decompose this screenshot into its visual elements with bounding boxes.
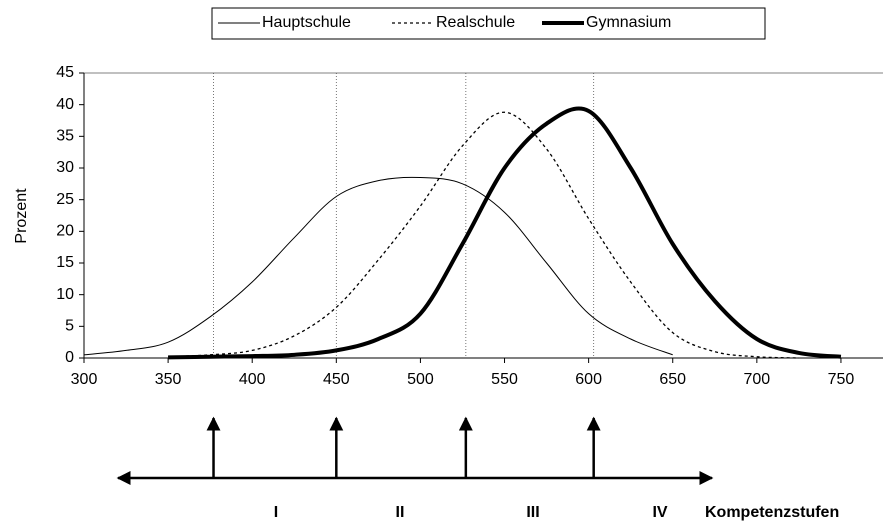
legend-label: Gymnasium: [586, 14, 671, 31]
y-tick-label: 45: [56, 64, 74, 81]
x-tick-label: 350: [155, 371, 182, 388]
legend-label: Realschule: [436, 14, 515, 31]
y-axis-label: Prozent: [13, 188, 30, 244]
y-tick-label: 5: [65, 318, 74, 335]
series-line: [83, 176, 673, 356]
x-tick-label: 750: [828, 371, 855, 388]
y-tick-label: 15: [56, 254, 74, 271]
x-tick-label: 700: [743, 371, 770, 388]
y-tick-label: 20: [56, 223, 74, 240]
level-label: II: [396, 504, 405, 521]
legend-label: Hauptschule: [262, 14, 351, 31]
level-label: III: [526, 504, 539, 521]
legend-box: [211, 7, 766, 40]
x-tick-label: 450: [323, 371, 350, 388]
x-tick-label: 650: [659, 371, 686, 388]
series-line: [168, 106, 842, 360]
x-tick-label: 550: [491, 371, 518, 388]
y-tick-label: 10: [56, 286, 74, 303]
level-label: I: [274, 504, 278, 521]
y-tick-label: 30: [56, 159, 74, 176]
series-line: [168, 111, 799, 359]
x-tick-label: 400: [239, 371, 266, 388]
y-tick-label: 40: [56, 96, 74, 113]
x-tick-label: 300: [71, 371, 98, 388]
y-tick-label: 25: [56, 191, 74, 208]
y-tick-label: 35: [56, 128, 74, 145]
level-label: IV: [652, 504, 667, 521]
x-tick-label: 600: [575, 371, 602, 388]
y-tick-label: 0: [65, 349, 74, 366]
levels-title: Kompetenzstufen: [705, 504, 839, 521]
x-tick-label: 500: [407, 371, 434, 388]
